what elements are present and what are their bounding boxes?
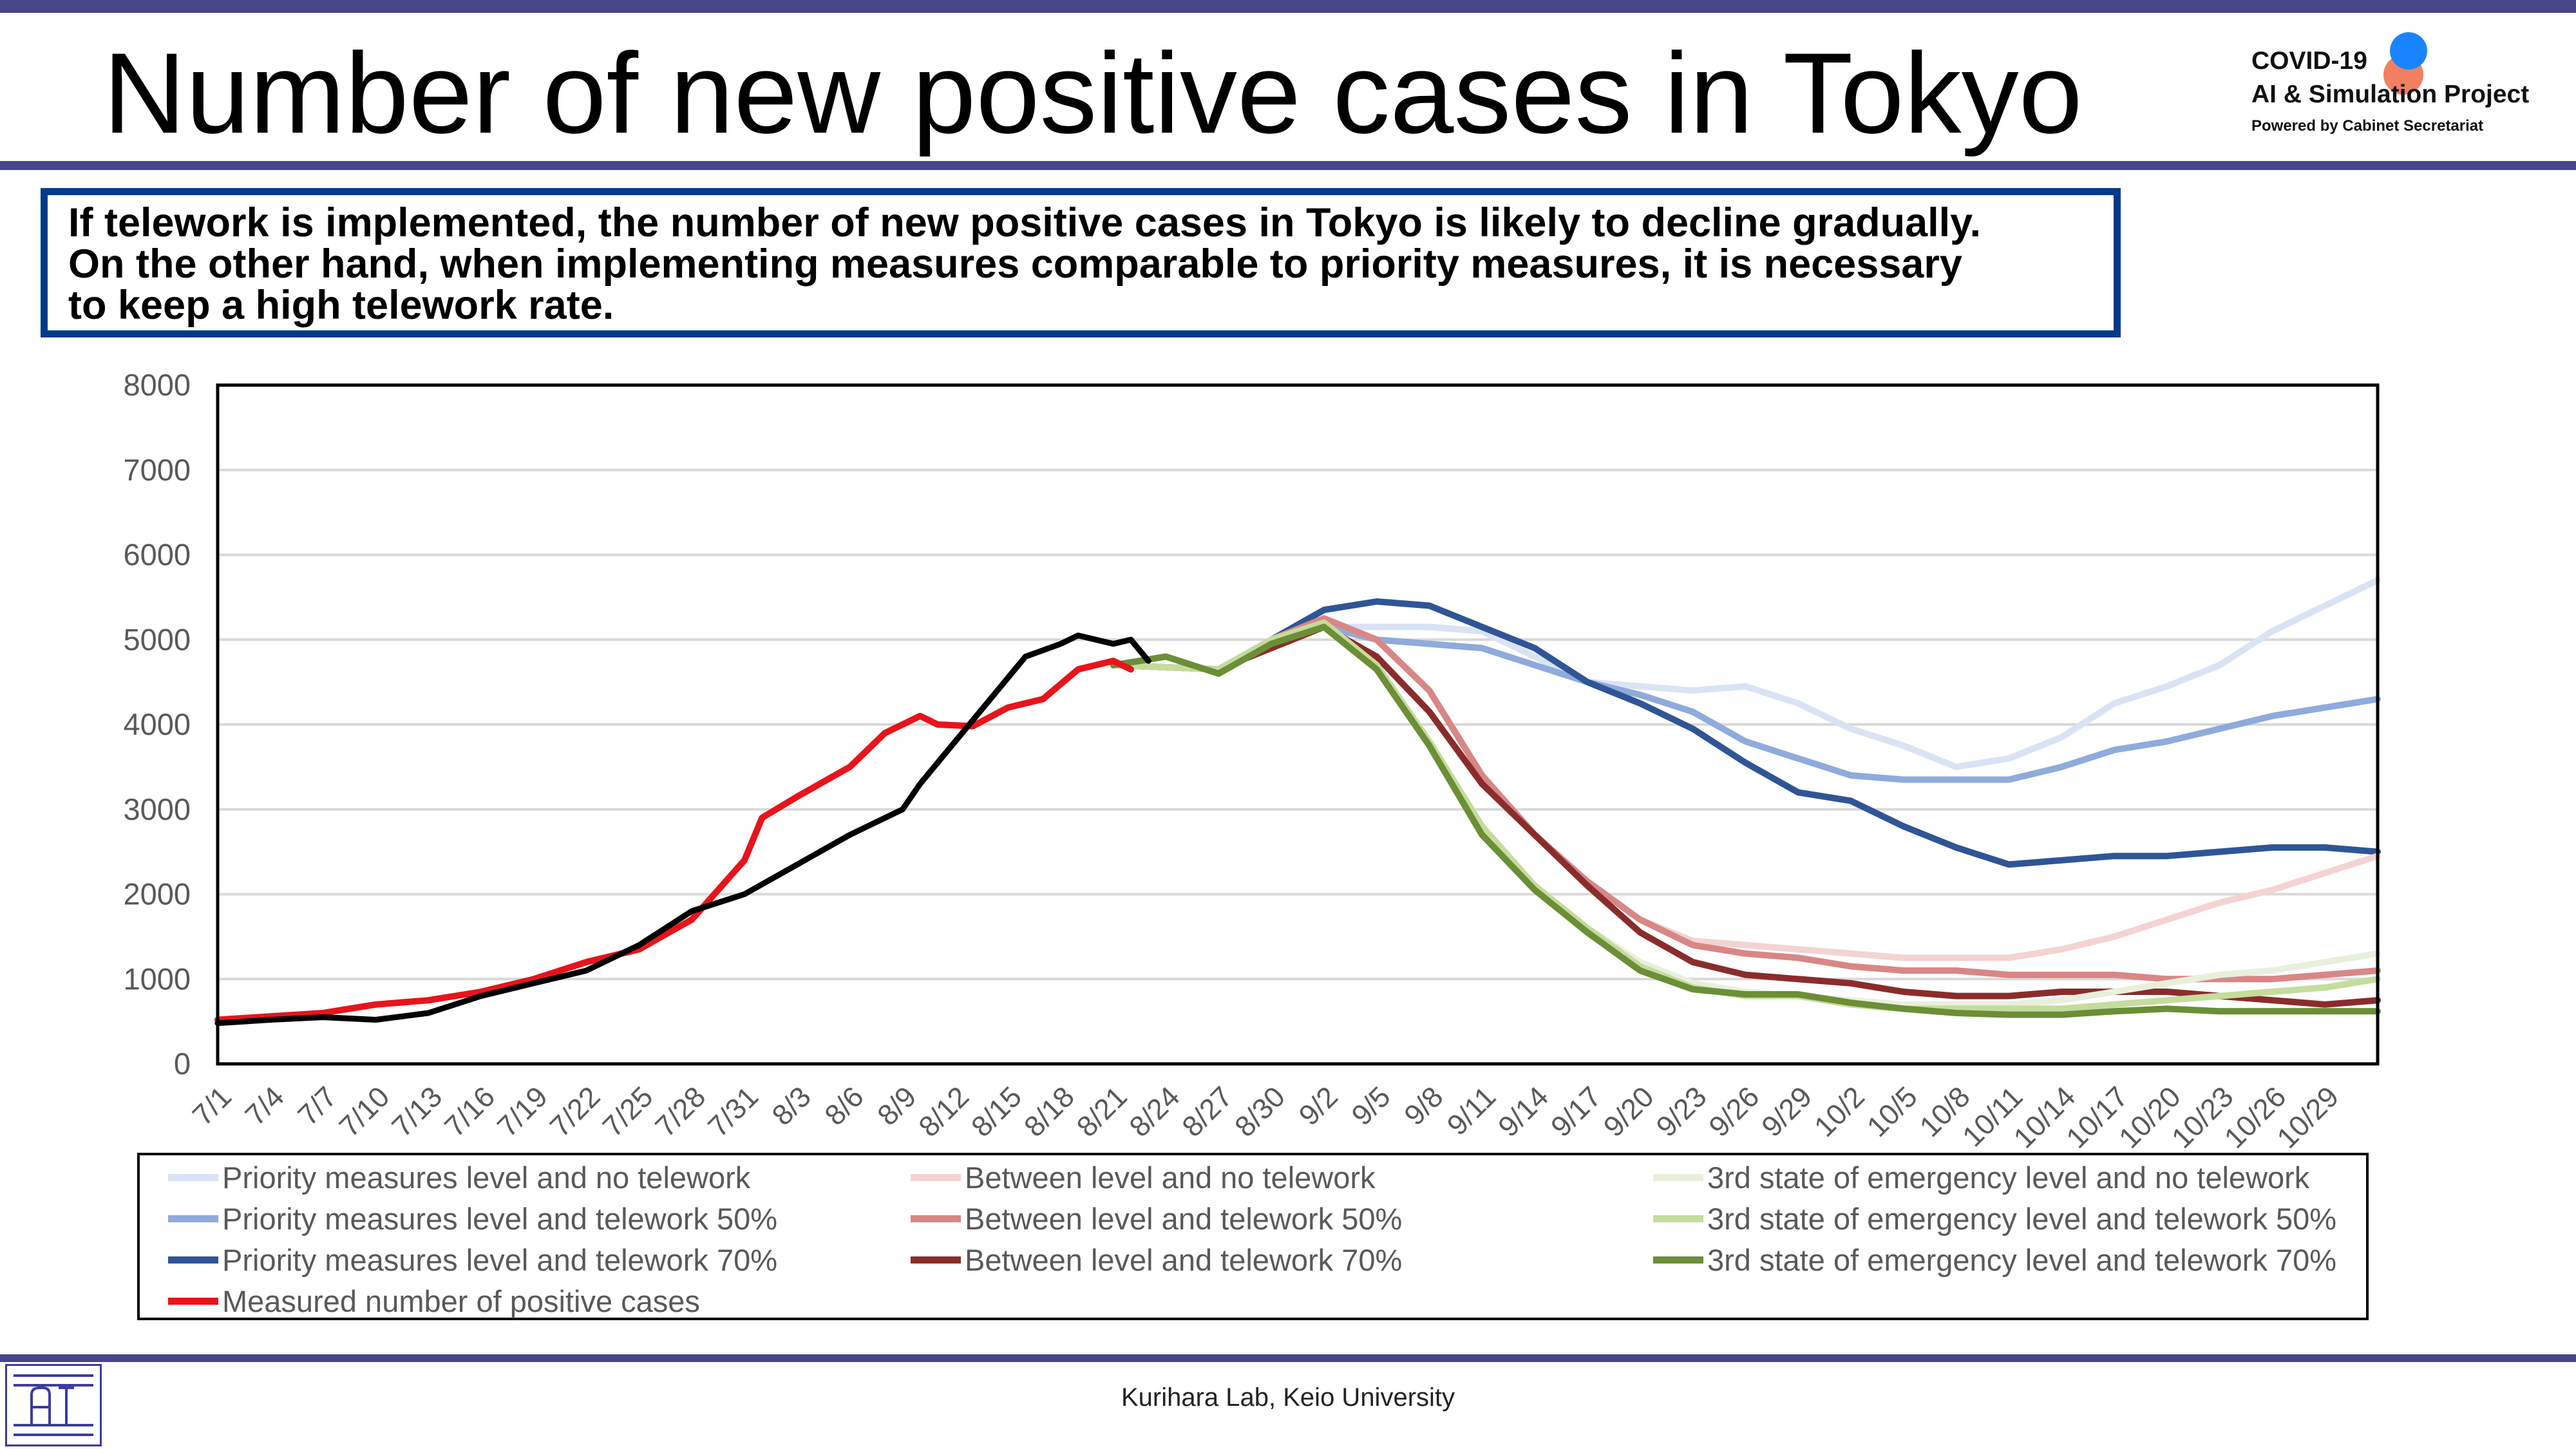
x-tick-label: 7/13 [385, 1080, 448, 1143]
x-tick-label: 9/2 [1293, 1080, 1344, 1132]
x-tick-label: 7/1 [186, 1080, 238, 1132]
legend-item: 3rd state of emergency level and no tele… [1625, 1157, 2309, 1198]
footer-credit: Kurihara Lab, Keio University [1121, 1383, 1455, 1412]
x-tick-label: 7/19 [491, 1080, 554, 1143]
legend-label: Priority measures level and telework 70% [222, 1242, 778, 1277]
legend-item: Between level and telework 70% [882, 1239, 1402, 1280]
legend-label: Between level and no telework [965, 1160, 1376, 1195]
x-tick-label: 10/29 [2271, 1080, 2345, 1153]
x-tick-label: 10/5 [1861, 1080, 1924, 1143]
x-tick-label: 8/15 [965, 1080, 1028, 1143]
top-band [0, 0, 2576, 13]
y-tick-label: 1000 [123, 961, 191, 996]
logo-line1: COVID-19 [2251, 47, 2367, 75]
legend-label: Priority measures level and no telework [222, 1160, 751, 1195]
x-tick-label: 7/10 [332, 1080, 395, 1143]
x-tick-label: 9/5 [1345, 1080, 1396, 1132]
lab-logo-mark [14, 1374, 93, 1436]
legend-item: Priority measures level and telework 70% [140, 1239, 777, 1280]
legend-label: Between level and telework 50% [965, 1201, 1403, 1236]
page-title: Number of new positive cases in Tokyo [103, 29, 2083, 157]
logo-line3: Powered by Cabinet Secretariat [2251, 117, 2484, 135]
message-line-2: On the other hand, when implementing mea… [68, 242, 1962, 287]
legend-label: 3rd state of emergency level and telewor… [1707, 1242, 2337, 1277]
legend-item: Measured number of positive cases [140, 1280, 700, 1321]
lab-logo-icon [5, 1364, 102, 1446]
x-tick-label: 8/27 [1175, 1080, 1238, 1143]
x-tick-label: 8/6 [818, 1080, 869, 1132]
footer-band [0, 1354, 2576, 1362]
x-tick-label: 7/31 [701, 1080, 764, 1143]
legend-swatch [911, 1173, 961, 1181]
summary-message-box: If telework is implemented, the number o… [41, 188, 2121, 337]
legend-label: 3rd state of emergency level and no tele… [1707, 1160, 2310, 1195]
series-line-0 [1110, 577, 2381, 770]
legend-swatch [168, 1297, 218, 1305]
x-tick-label: 9/29 [1755, 1080, 1818, 1143]
x-tick-label: 8/9 [871, 1080, 922, 1132]
x-tick-label: 9/8 [1397, 1080, 1449, 1132]
legend-item: Priority measures level and no telework [140, 1157, 750, 1198]
y-tick-label: 0 [174, 1046, 191, 1081]
x-tick-label: 7/22 [544, 1080, 607, 1143]
legend-label: Measured number of positive cases [222, 1283, 700, 1318]
legend-label: Priority measures level and telework 50% [222, 1201, 778, 1236]
legend-label: Between level and telework 70% [965, 1242, 1403, 1277]
x-tick-label: 7/25 [596, 1080, 659, 1143]
x-tick-label: 8/21 [1070, 1080, 1133, 1143]
series-line-2 [1110, 598, 2381, 868]
legend-swatch [1653, 1215, 1703, 1222]
title-divider [0, 161, 2576, 170]
x-tick-label: 9/11 [1441, 1080, 1502, 1142]
series-line-9 [214, 658, 1134, 1023]
y-tick-label: 8000 [123, 368, 191, 402]
legend-swatch [168, 1215, 218, 1222]
x-tick-label: 8/3 [766, 1080, 817, 1132]
message-line-1: If telework is implemented, the number o… [68, 200, 1981, 245]
x-tick-label: 9/26 [1702, 1080, 1765, 1143]
legend-item: Between level and telework 50% [882, 1198, 1402, 1239]
y-tick-label: 4000 [123, 707, 191, 741]
x-tick-label: 8/30 [1228, 1080, 1291, 1143]
legend-swatch [1653, 1256, 1703, 1264]
x-tick-label: 8/18 [1018, 1080, 1081, 1143]
plot-frame [216, 383, 2380, 1066]
logo-line2: AI & Simulation Project [2251, 80, 2530, 108]
legend-item: 3rd state of emergency level and telewor… [1625, 1239, 2336, 1280]
legend-swatch [911, 1256, 961, 1264]
x-tick-label: 9/23 [1650, 1080, 1713, 1143]
legend-label: 3rd state of emergency level and telewor… [1707, 1201, 2337, 1236]
x-tick-label: 7/4 [239, 1080, 290, 1132]
legend-swatch [168, 1173, 218, 1181]
y-tick-label: 7000 [123, 453, 191, 487]
x-tick-label: 9/17 [1544, 1080, 1607, 1143]
x-tick-label: 9/14 [1492, 1080, 1555, 1143]
x-tick-label: 7/16 [438, 1080, 501, 1143]
legend-swatch [911, 1215, 961, 1222]
legend-item: Between level and no telework [882, 1157, 1376, 1198]
y-tick-label: 3000 [123, 792, 191, 826]
y-tick-label: 2000 [123, 877, 191, 911]
y-tick-label: 6000 [123, 538, 191, 572]
legend-swatch [1653, 1173, 1703, 1181]
y-tick-label: 5000 [123, 622, 191, 656]
x-tick-label: 7/7 [291, 1080, 343, 1132]
logo-blue-dot-icon [2390, 32, 2427, 70]
x-tick-label: 8/24 [1123, 1080, 1186, 1143]
x-tick-label: 9/20 [1597, 1080, 1660, 1143]
legend-item: 3rd state of emergency level and telewor… [1625, 1198, 2336, 1239]
project-logo: COVID-19 AI & Simulation Project Powered… [2251, 32, 2561, 151]
series-line-5 [1110, 623, 2381, 1008]
legend-swatch [168, 1256, 218, 1264]
x-tick-label: 7/28 [649, 1080, 712, 1143]
message-line-3: to keep a high telework rate. [68, 283, 614, 328]
chart-legend: Priority measures level and no telework P… [137, 1153, 2369, 1320]
x-tick-label: 10/2 [1808, 1080, 1871, 1143]
legend-item: Priority measures level and telework 50% [140, 1198, 777, 1239]
x-tick-label: 8/12 [912, 1080, 975, 1143]
series-line-observed [214, 632, 1151, 1027]
series-line-8 [1110, 623, 2381, 1018]
